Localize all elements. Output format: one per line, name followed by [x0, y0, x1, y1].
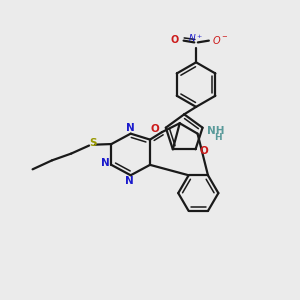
Text: H: H	[214, 133, 221, 142]
Text: N: N	[126, 123, 135, 133]
Text: O: O	[171, 35, 179, 45]
Text: N: N	[125, 176, 134, 186]
Text: $O^-$: $O^-$	[212, 34, 229, 46]
Text: NH: NH	[207, 126, 225, 136]
Text: O: O	[200, 146, 208, 156]
Text: O: O	[151, 124, 160, 134]
Text: S: S	[89, 139, 96, 148]
Text: N: N	[101, 158, 110, 168]
Text: $N^+$: $N^+$	[188, 33, 204, 44]
